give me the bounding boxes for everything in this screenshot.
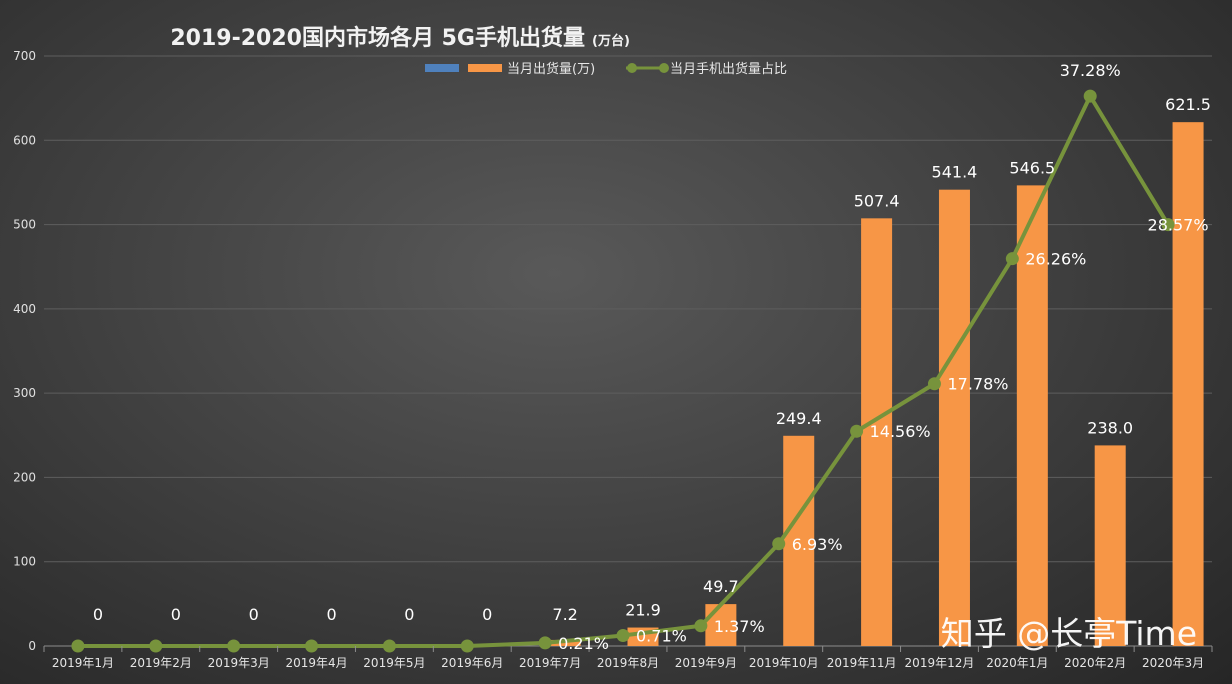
legend-label-bar: 当月出货量(万) [507,61,595,77]
x-tick-label: 2019年9月 [675,656,737,670]
y-tick-label: 200 [13,470,36,484]
y-tick-label: 0 [28,639,36,653]
legend-swatch-blank [425,64,459,72]
y-tick-label: 700 [13,49,36,63]
legend-swatch-marker-right [659,63,669,73]
bar-value-label: 0 [249,605,259,624]
share-point [616,629,630,643]
x-tick-label: 2019年7月 [519,656,581,670]
share-point [460,639,474,653]
share-value-label: 28.57% [1148,216,1209,235]
bars [549,122,1204,647]
x-axis: 2019年1月 2019年2月 2019年3月 2019年4月 2019年5月 2019年… [43,646,1213,670]
share-point [694,619,708,633]
bar-value-label: 0 [171,605,181,624]
y-axis: 0 100 200 300 400 500 600 700 [13,49,36,653]
bar-value-label: 21.9 [625,601,661,620]
x-tick-label: 2019年6月 [441,656,503,670]
bar [783,435,815,646]
x-tick-label: 2019年12月 [905,656,975,670]
y-tick-label: 600 [13,133,36,147]
bar-value-label: 0 [93,605,103,624]
bar-value-label: 238.0 [1087,418,1133,437]
x-tick-label: 2019年11月 [827,656,897,670]
bar-value-label: 621.5 [1165,95,1211,114]
share-point [1161,218,1175,232]
bar [938,189,970,647]
share-value-label: 0.21% [558,634,609,653]
bar-value-label: 49.7 [703,577,739,596]
bar [861,218,893,646]
share-point [927,377,941,391]
legend-swatch-marker-left [627,63,637,73]
bar [1094,445,1126,646]
bar-value-label: 249.4 [776,409,822,428]
share-point [1005,252,1019,266]
x-tick-label: 2019年3月 [208,656,270,670]
bar-value-label: 546.5 [1009,158,1055,177]
share-point [1083,89,1097,103]
share-point [538,636,552,650]
share-point [850,424,864,438]
bar-value-label: 0 [326,605,336,624]
share-value-label: 6.93% [792,535,843,554]
x-tick-label: 2019年4月 [285,656,347,670]
share-point [149,639,163,653]
bar-value-label: 507.4 [854,191,900,210]
share-line-path [77,94,1170,648]
bar-value-label: 0 [482,605,492,624]
data-labels: 0 0 0 0 0 0 7.2 21.9 49.7 249.4 507.4 541.4 546.5 238… [93,61,1211,653]
share-value-label: 17.78% [947,375,1008,394]
gridlines [44,55,1212,647]
y-tick-label: 500 [13,218,36,232]
bar-value-label: 541.4 [932,163,978,182]
x-tick-label: 2019年10月 [749,656,819,670]
bar-value-label: 7.2 [552,605,577,624]
x-tick-label: 2020年3月 [1142,656,1204,670]
share-point [772,537,786,551]
share-value-label: 14.56% [870,422,931,441]
bar [1172,122,1204,646]
share-value-label: 26.26% [1025,250,1086,269]
legend-label-line: 当月手机出货量占比 [670,61,787,77]
x-tick-label: 2019年2月 [130,656,192,670]
x-tick-label: 2020年1月 [986,656,1048,670]
x-tick-label: 2019年1月 [52,656,114,670]
bar-value-label: 0 [404,605,414,624]
share-value-label: 1.37% [714,617,765,636]
x-tick-label: 2020年2月 [1064,656,1126,670]
share-value-label: 37.28% [1060,61,1121,80]
watermark: 知乎 @长亭Time [941,614,1197,653]
chart-title-unit: (万台) [592,33,630,49]
share-point [227,639,241,653]
y-tick-label: 100 [13,555,36,569]
share-point [71,639,85,653]
legend: 当月出货量(万) 当月手机出货量占比 [425,61,787,77]
x-tick-label: 2019年8月 [597,656,659,670]
share-value-label: 0.71% [636,627,687,646]
share-point [382,639,396,653]
chart-title: 2019-2020国内市场各月 5G手机出货量 [170,25,585,51]
share-line [71,89,1175,653]
bar [705,604,737,646]
legend-swatch-bar [468,64,502,72]
x-tick-label: 2019年5月 [363,656,425,670]
y-tick-label: 400 [13,302,36,316]
bar [1016,185,1048,646]
y-tick-label: 300 [13,386,36,400]
share-point [305,639,319,653]
